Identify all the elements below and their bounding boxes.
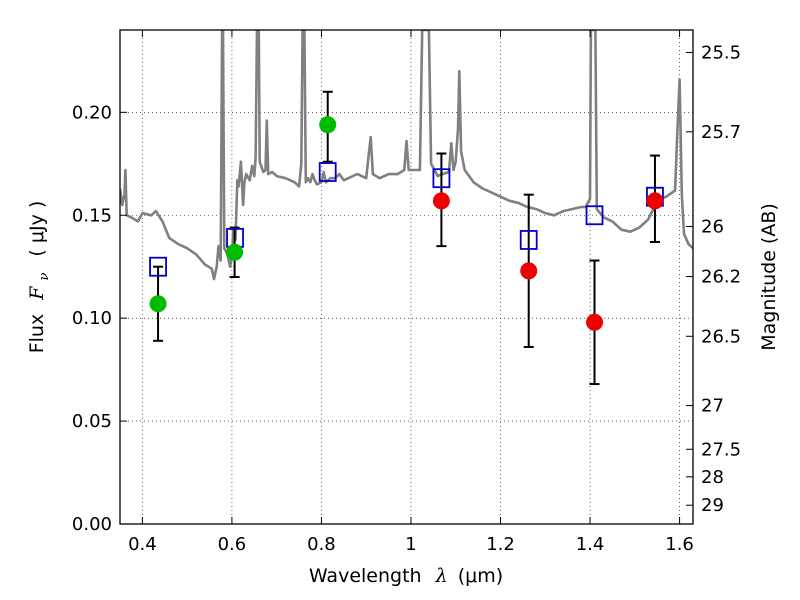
x-axis-title: Wavelength λ (μm) bbox=[309, 565, 503, 587]
y-tick-label: 0.05 bbox=[72, 411, 112, 432]
y-tick-label: 0.15 bbox=[72, 205, 112, 226]
right-axis-title: Magnitude (AB) bbox=[758, 203, 780, 351]
y-axis-title-symbol: F bbox=[26, 286, 48, 301]
model-square-marker bbox=[432, 168, 451, 189]
mag-tick-label: 25.5 bbox=[701, 42, 741, 63]
x-tick-label: 1.4 bbox=[576, 534, 605, 555]
mag-tick-label: 27.5 bbox=[701, 439, 741, 460]
data-markers bbox=[149, 116, 664, 331]
observed-point-marker bbox=[319, 116, 337, 134]
observed-point-marker bbox=[226, 243, 244, 261]
spectrum-line bbox=[120, 30, 693, 281]
model-square-marker bbox=[585, 205, 604, 226]
y-tick-label: 0.10 bbox=[72, 308, 112, 329]
x-tick-label: 0.6 bbox=[218, 534, 247, 555]
y-axis-title-unit: ( μJy ) bbox=[26, 201, 48, 257]
x-tick-label: 0.8 bbox=[307, 534, 336, 555]
mag-tick-label: 26.5 bbox=[701, 326, 741, 347]
mag-tick-label: 26.2 bbox=[701, 267, 741, 288]
spectrum-series bbox=[120, 30, 693, 281]
mag-tick-label: 25.7 bbox=[701, 122, 741, 143]
x-tick-label: 1.6 bbox=[665, 534, 694, 555]
model-square-marker bbox=[519, 230, 538, 250]
mag-tick-label: 29 bbox=[701, 495, 724, 516]
plot-background bbox=[120, 30, 693, 524]
x-tick-label: 1 bbox=[405, 534, 416, 555]
mag-tick-label: 26 bbox=[701, 216, 724, 237]
y-axis-title-prefix: Flux bbox=[26, 314, 48, 354]
observed-point-marker bbox=[520, 262, 538, 280]
x-axis-title-unit: (μm) bbox=[458, 565, 503, 587]
mag-tick-label: 27 bbox=[701, 396, 724, 417]
x-tick-label: 1.2 bbox=[486, 534, 515, 555]
model-square-marker bbox=[318, 162, 337, 182]
observed-point-marker bbox=[586, 313, 604, 331]
x-axis-title-prefix: Wavelength bbox=[309, 565, 422, 587]
x-axis-title-symbol: λ bbox=[435, 565, 448, 587]
y-tick-label: 0.00 bbox=[72, 514, 112, 535]
y-tick-label: 0.20 bbox=[72, 102, 112, 123]
observed-point-marker bbox=[149, 295, 167, 313]
model-square-marker bbox=[149, 256, 167, 277]
x-tick-label: 0.4 bbox=[128, 534, 157, 555]
axis-ticks: 0.4 0.6 0.8 1 1.2 1.4 1.6 0.00 0.05 0.10 0.15 0.20 2… bbox=[72, 30, 741, 555]
observed-point-marker bbox=[646, 192, 664, 210]
observed-point-marker bbox=[432, 192, 450, 210]
y-axis-title: Flux F ν ( μJy ) bbox=[26, 201, 53, 354]
mag-tick-label: 28 bbox=[701, 467, 724, 488]
y-axis-title-subscript: ν bbox=[37, 273, 52, 281]
